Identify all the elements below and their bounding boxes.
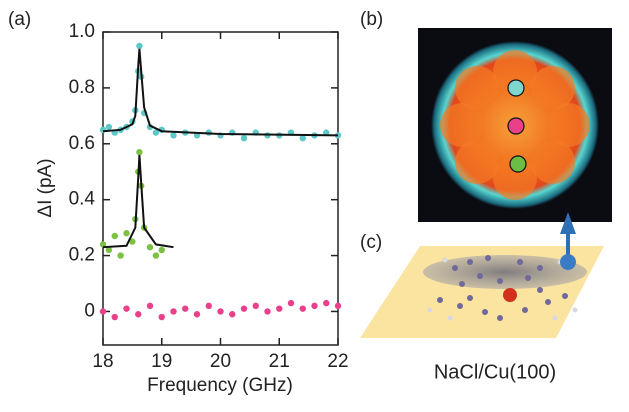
data-point <box>146 302 154 310</box>
x-tick-label: 19 <box>151 351 172 372</box>
data-point <box>158 246 165 254</box>
data-point <box>136 42 143 50</box>
data-point <box>135 311 142 318</box>
y-tick-label: 1.0 <box>69 21 95 42</box>
data-point <box>311 302 318 310</box>
data-point <box>105 123 113 131</box>
data-point <box>299 305 306 312</box>
x-tick-label: 20 <box>210 351 231 372</box>
data-point <box>170 308 177 315</box>
y-axis-title: ΔI (pA) <box>35 158 56 217</box>
x-tick-label: 18 <box>92 351 113 372</box>
y-tick-label: 0.4 <box>69 189 96 210</box>
x-tick-label: 22 <box>327 351 348 372</box>
data-point <box>170 132 177 139</box>
data-point <box>136 148 143 156</box>
data-point <box>99 126 107 134</box>
schematic <box>360 212 604 338</box>
y-tick-label: 0 <box>84 300 95 321</box>
fit-line <box>102 48 339 137</box>
y-tick-label: 0.8 <box>69 77 95 98</box>
panel-label: (b) <box>360 9 383 30</box>
data-point <box>240 305 248 312</box>
data-point <box>99 308 107 315</box>
data-point <box>299 134 306 142</box>
data-point <box>240 134 248 142</box>
data-point <box>123 230 130 237</box>
molecule-image <box>431 41 599 209</box>
data-point <box>193 311 201 318</box>
panel-label: (a) <box>8 9 31 30</box>
data-point <box>276 305 283 312</box>
data-point <box>182 305 189 312</box>
data-point <box>205 302 212 310</box>
y-tick-label: 0.6 <box>69 133 95 154</box>
data-point <box>111 232 118 240</box>
data-point <box>152 129 160 136</box>
data-point <box>152 252 160 259</box>
data-point <box>105 246 113 254</box>
data-point <box>323 129 330 136</box>
substrate-label: NaCl/Cu(100) <box>434 361 556 383</box>
data-point <box>229 311 236 318</box>
data-point <box>323 299 330 307</box>
data-point <box>111 313 118 321</box>
data-point <box>287 299 295 307</box>
data-point <box>264 308 271 315</box>
data-point <box>99 241 107 248</box>
data-point <box>123 305 130 312</box>
data-point <box>117 252 124 259</box>
y-tick-label: 0.2 <box>69 245 95 266</box>
data-point <box>158 313 165 321</box>
data-point <box>129 238 136 245</box>
x-tick-label: 21 <box>269 351 290 372</box>
data-point <box>146 243 154 251</box>
data-point <box>252 302 259 310</box>
data-point <box>334 302 342 310</box>
panel-label: (c) <box>360 232 382 253</box>
data-point <box>217 308 224 315</box>
x-axis-title: Frequency (GHz) <box>147 375 293 396</box>
fit-line <box>102 154 174 249</box>
